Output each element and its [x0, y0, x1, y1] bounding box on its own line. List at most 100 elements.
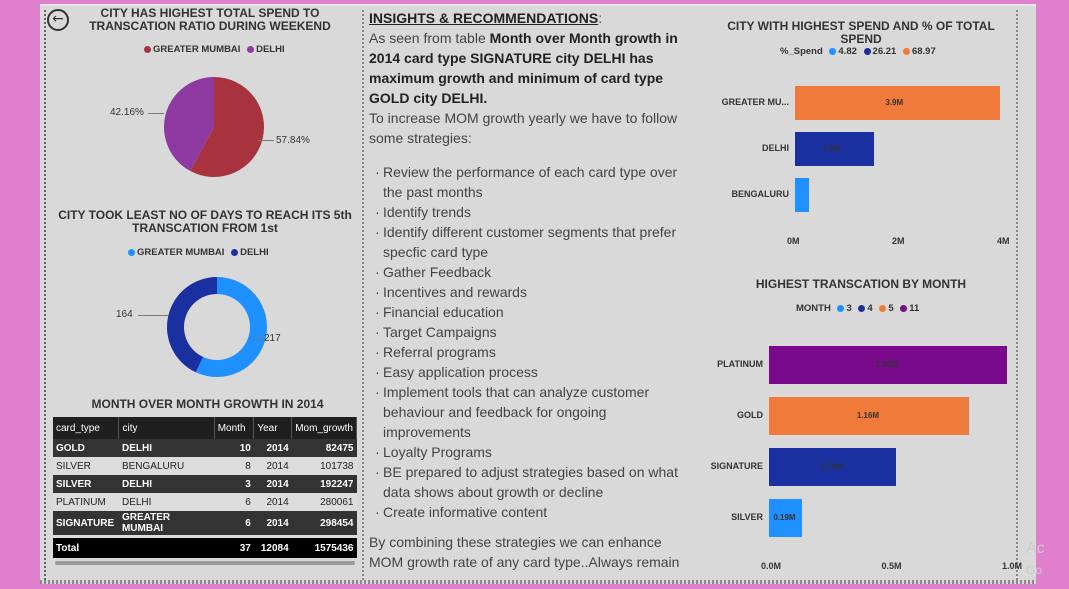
bar-value-label: 1.16M — [856, 411, 880, 420]
pie-slice-mumbai[interactable] — [190, 77, 264, 177]
list-item: Loyalty Programs — [375, 442, 689, 462]
list-item: Easy application process — [375, 362, 689, 382]
cell: SILVER — [53, 475, 119, 493]
bar-value-label: 0.19M — [773, 513, 796, 522]
cell: GOLD — [53, 439, 119, 457]
leader-line — [258, 140, 274, 141]
legend-dot — [863, 47, 871, 55]
legend-dot — [879, 304, 887, 312]
table-total-row: Total 37 12084 1575436 — [53, 538, 357, 558]
legend-label: 26.21 — [872, 46, 897, 57]
table-row[interactable]: SILVER BENGALURU 8 2014 101738 — [53, 457, 357, 475]
mid-divider — [362, 8, 364, 580]
legend-label: 11 — [909, 303, 920, 314]
cell: 3 — [214, 475, 254, 493]
legend-dot — [900, 304, 908, 312]
cell: GREATER MUMBAI — [118, 511, 215, 535]
donut-chart — [167, 277, 267, 377]
bar-greater-mu-[interactable] — [795, 86, 1000, 120]
list-item: Referral programs — [375, 342, 689, 362]
cell: 280061 — [291, 493, 357, 511]
strategy-list: Review the performance of each card type… — [369, 162, 689, 522]
x-tick-label: 2M — [892, 236, 905, 246]
list-item: Identify trends — [375, 202, 689, 222]
bar-category-label: BENGALURU — [731, 189, 790, 199]
table-row[interactable]: SILVER DELHI 3 2014 192247 — [53, 475, 357, 493]
table-row[interactable]: SIGNATURE GREATER MUMBAI 6 2014 298454 — [53, 511, 357, 535]
bar-category-label: SILVER — [731, 512, 763, 522]
legend-dot — [829, 47, 837, 55]
legend-label: GREATER MUMBAI — [137, 247, 225, 258]
watermark-text-2: Go — [1026, 563, 1043, 577]
month-legend: MONTH 3 4 5 11 — [796, 303, 919, 314]
mom-growth-table: card_type city Month Year Mom_growth GOL… — [53, 417, 357, 558]
cell: 101738 — [291, 457, 357, 475]
cell: 10 — [214, 439, 254, 457]
donut-label-delhi: 164 — [116, 309, 133, 320]
bar-value-label: 1.5M — [822, 144, 841, 153]
bar-category-label: SIGNATURE — [710, 461, 763, 471]
bar-silver[interactable] — [769, 499, 802, 537]
cell: SIGNATURE — [53, 511, 119, 535]
intro-strategy-text: To increase MOM growth yearly we have to… — [369, 110, 678, 146]
donut-slice-delhi[interactable] — [167, 277, 217, 373]
cell: DELHI — [118, 475, 215, 493]
bar-gold[interactable] — [769, 397, 969, 435]
list-item: Review the performance of each card type… — [375, 162, 689, 202]
table-row[interactable]: GOLD DELHI 10 2014 82475 — [53, 439, 357, 457]
col-header-city[interactable]: city — [118, 417, 215, 439]
top-border — [40, 4, 1036, 6]
table-title: MONTH OVER MONTH GROWTH IN 2014 — [91, 397, 324, 411]
donut-title: CITY TOOK LEAST NO OF DAYS TO REACH ITS … — [58, 208, 352, 235]
legend-label: 4 — [867, 303, 873, 314]
month-chart-title: HIGHEST TRANSCATION BY MONTH — [755, 277, 967, 291]
cell: 298454 — [291, 511, 357, 535]
cell: 2014 — [253, 457, 292, 475]
bar-platinum[interactable] — [769, 346, 1007, 384]
leader-line — [252, 339, 264, 340]
cell: 2014 — [253, 439, 292, 457]
cell: Total — [53, 538, 119, 558]
legend-label: DELHI — [240, 247, 269, 258]
legend-dot — [858, 304, 866, 312]
bar-delhi[interactable] — [795, 132, 874, 166]
donut-legend: GREATER MUMBAI DELHI — [124, 247, 269, 258]
col-header-card-type[interactable]: card_type — [53, 417, 120, 439]
table-scrollbar[interactable] — [55, 561, 355, 565]
bar-bengaluru[interactable] — [795, 178, 810, 212]
donut-slice-mumbai[interactable] — [195, 277, 267, 377]
cell: BENGALURU — [118, 457, 215, 475]
insights-intro: As seen from table Month over Month grow… — [369, 28, 689, 108]
donut-label-mumbai: 217 — [264, 333, 281, 344]
legend-dot-mumbai — [128, 248, 135, 256]
col-header-year[interactable]: Year — [253, 417, 293, 439]
table-header-row: card_type city Month Year Mom_growth — [53, 417, 357, 439]
bar-category-label: GOLD — [737, 410, 763, 420]
bar-category-label: GREATER MU... — [721, 97, 789, 107]
bar-value-label: 0.74M — [820, 462, 843, 471]
cell: 6 — [214, 493, 254, 511]
legend-dot-mumbai — [144, 45, 151, 53]
col-header-month[interactable]: Month — [214, 417, 255, 439]
cell — [118, 538, 215, 558]
cell: DELHI — [118, 439, 215, 457]
bar-category-label: DELHI — [762, 143, 789, 153]
legend-dot — [837, 304, 845, 312]
leader-line — [148, 113, 164, 114]
left-divider — [44, 8, 46, 580]
list-item: Create informative content — [375, 502, 689, 522]
insights-heading-colon: : — [598, 10, 603, 26]
pie-slice-delhi[interactable] — [163, 77, 214, 172]
legend-dot — [902, 47, 910, 55]
x-tick-label: 0.0M — [761, 561, 782, 571]
table-row[interactable]: PLATINUM DELHI 6 2014 280061 — [53, 493, 357, 511]
watermark-text: Ac — [1026, 540, 1045, 557]
legend-label: 4.82 — [838, 46, 857, 57]
col-header-mom-growth[interactable]: Mom_growth — [291, 417, 357, 439]
bar-signature[interactable] — [769, 448, 897, 486]
leader-line — [138, 315, 168, 316]
cell: 2014 — [253, 511, 292, 535]
legend-dot-delhi — [247, 45, 255, 53]
back-arrow-icon[interactable]: ← — [47, 9, 69, 31]
list-item: Financial education — [375, 302, 689, 322]
